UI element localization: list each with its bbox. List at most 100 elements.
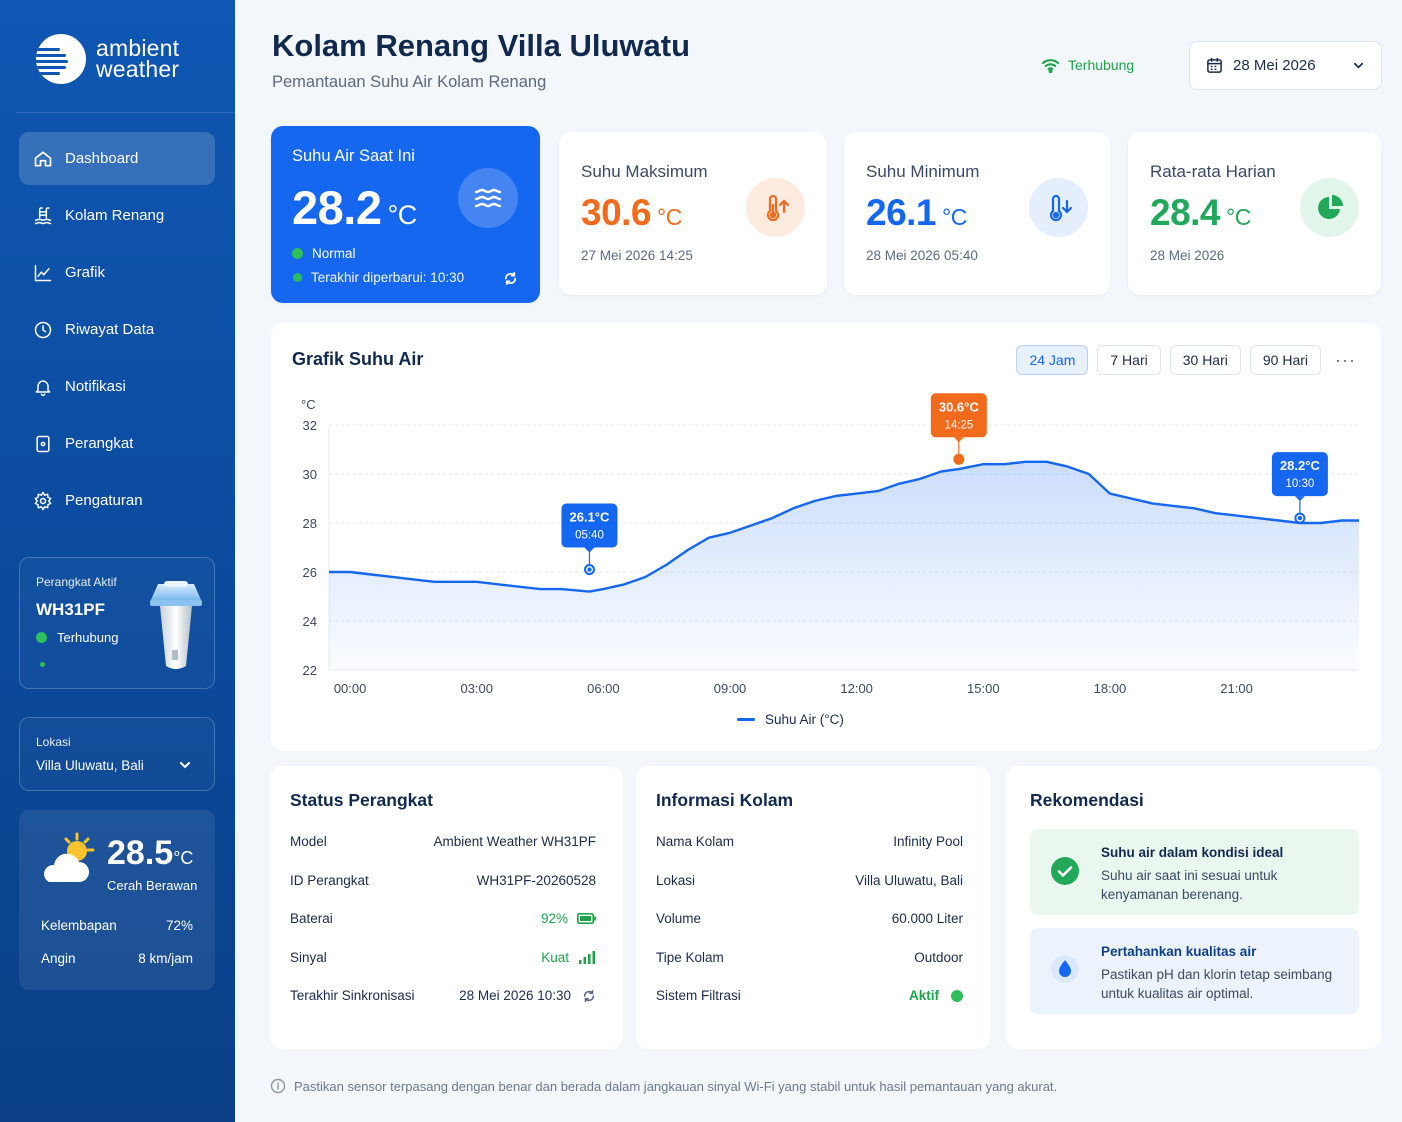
pool-icon	[34, 206, 52, 224]
device-status-panel: Status Perangkat Model Ambient Weather WH…	[270, 766, 623, 1049]
signal-bars-icon	[579, 951, 595, 964]
row-label: Model	[290, 834, 327, 849]
last-sync-value: 28 Mei 2026 10:30	[459, 988, 596, 1003]
sidebar-item-label: Grafik	[65, 264, 106, 281]
annotation-tooltip-arrow	[1294, 496, 1305, 502]
chart-title: Grafik Suhu Air	[292, 349, 424, 369]
weather-condition: Cerah Berawan	[107, 878, 198, 893]
recommendations-panel: Rekomendasi Suhu air dalam kondisi ideal…	[1006, 766, 1381, 1049]
range-7-hari-button[interactable]: 7 Hari	[1097, 345, 1161, 375]
refresh-icon[interactable]	[503, 271, 518, 286]
recommendations-title: Rekomendasi	[1030, 790, 1144, 810]
calendar-icon	[1207, 57, 1222, 73]
brand-logo[interactable]: ambient weather	[36, 34, 179, 84]
thermometer-down-icon	[1049, 194, 1072, 221]
y-tick-label: 26	[303, 565, 317, 580]
last-updated-text: Terakhir diperbarui: 10:30	[311, 270, 465, 285]
wind-label: Angin	[41, 951, 76, 966]
gear-icon	[34, 490, 52, 511]
status-row-model: Model Ambient Weather WH31PF	[290, 834, 596, 849]
min-temp-value: 26.1	[866, 192, 937, 233]
wifi-icon	[1041, 59, 1060, 73]
device-led-icon	[40, 662, 45, 667]
x-tick-label: 12:00	[840, 681, 873, 696]
annotation-tooltip-arrow	[584, 547, 595, 553]
row-value: 60.000 Liter	[891, 911, 963, 926]
range-90-hari-button[interactable]: 90 Hari	[1249, 345, 1322, 375]
avg-temp-label: Rata-rata Harian	[1150, 162, 1276, 181]
recommendation-desc: Suhu air saat ini sesuai untuk kenyamana…	[1101, 868, 1278, 902]
thermometer-up-icon	[766, 194, 789, 221]
humidity-row: Kelembapan 72%	[41, 918, 193, 933]
min-temp-unit: °C	[942, 204, 967, 230]
annotation-time-label: 05:40	[575, 530, 604, 542]
weather-temp-unit: °C	[173, 848, 194, 868]
min-temp-date: 28 Mei 2026 05:40	[866, 248, 978, 263]
status-row-last-sync: Terakhir Sinkronisasi 28 Mei 2026 10:30	[290, 988, 596, 1003]
device-icon	[36, 435, 50, 452]
max-temp-label: Suhu Maksimum	[581, 162, 708, 181]
sidebar-item-perangkat[interactable]: Perangkat	[19, 417, 215, 470]
sidebar: ambient weather Dashboard Kolam Renang G…	[0, 0, 235, 1122]
annotation-value-label: 26.1°C	[570, 510, 611, 525]
chart-legend: Suhu Air (°C)	[737, 712, 844, 727]
y-tick-label: 28	[303, 516, 317, 531]
pool-info-panel: Informasi Kolam Nama Kolam Infinity Pool …	[636, 766, 990, 1049]
more-options-icon[interactable]: ···	[1335, 349, 1356, 370]
range-30-hari-button[interactable]: 30 Hari	[1169, 345, 1241, 375]
legend-line-icon	[737, 718, 755, 721]
max-temp-unit: °C	[657, 204, 682, 230]
sidebar-item-grafik[interactable]: Grafik	[19, 246, 215, 299]
series-area	[329, 461, 1359, 670]
sidebar-item-riwayat-data[interactable]: Riwayat Data	[19, 303, 215, 356]
row-label: Sistem Filtrasi	[656, 988, 741, 1003]
battery-icon	[577, 913, 596, 924]
sidebar-item-label: Riwayat Data	[65, 321, 155, 338]
humidity-label: Kelembapan	[41, 918, 117, 933]
ambient-weather-logo-icon	[36, 34, 86, 84]
sidebar-item-pengaturan[interactable]: Pengaturan	[19, 474, 215, 527]
active-device-card[interactable]: Perangkat Aktif WH31PF Terhubung	[19, 557, 215, 689]
y-tick-label: 24	[303, 614, 317, 629]
footnote-text: Pastikan sensor terpasang dengan benar d…	[294, 1078, 1058, 1094]
date-picker[interactable]: 28 Mei 2026	[1189, 41, 1382, 90]
row-value: Infinity Pool	[893, 834, 963, 849]
chevron-down-icon	[180, 762, 190, 769]
sync-icon[interactable]	[582, 989, 596, 1003]
annotation-tooltip-box	[561, 503, 618, 548]
weather-temp-value: 28.5	[107, 834, 174, 872]
pool-sensor-image	[150, 581, 202, 669]
row-label: Terakhir Sinkronisasi	[290, 988, 415, 1003]
current-temp-status-text: Normal	[312, 246, 356, 261]
location-selector[interactable]: Lokasi Villa Uluwatu, Bali	[19, 717, 215, 791]
pool-row-type: Tipe Kolam Outdoor	[656, 950, 963, 965]
range-24-jam-button[interactable]: 24 Jam	[1016, 345, 1089, 375]
humidity-value: 72%	[165, 918, 193, 933]
status-dot-icon	[293, 273, 302, 282]
home-icon	[34, 151, 52, 166]
annotation-time-label: 10:30	[1286, 478, 1315, 490]
pie-chart-icon-badge	[1300, 178, 1359, 237]
sidebar-item-dashboard[interactable]: Dashboard	[19, 132, 215, 185]
row-label: ID Perangkat	[290, 873, 369, 888]
avg-temp-value-wrap: 28.4 °C	[1150, 192, 1251, 234]
sidebar-item-kolam-renang[interactable]: Kolam Renang	[19, 189, 215, 242]
thermometer-up-icon-badge	[746, 178, 805, 237]
row-value: 28 Mei 2026 10:30	[459, 988, 571, 1003]
max-temperature-card: Suhu Maksimum 30.6 °C 27 Mei 2026 14:25	[559, 132, 827, 295]
row-label: Volume	[656, 911, 702, 926]
row-value: Villa Uluwatu, Bali	[855, 873, 963, 888]
row-value: Outdoor	[914, 950, 963, 965]
battery-status: 92%	[541, 911, 596, 926]
chart-icon	[34, 264, 52, 281]
recommendation-title: Suhu air dalam kondisi ideal	[1101, 845, 1284, 860]
active-dot-icon	[951, 989, 963, 1002]
connection-status-text: Terhubung	[1068, 57, 1135, 73]
legend-label: Suhu Air (°C)	[765, 712, 844, 727]
annotation-point-center	[587, 567, 592, 572]
avg-temp-unit: °C	[1226, 204, 1251, 230]
sidebar-item-notifikasi[interactable]: Notifikasi	[19, 360, 215, 413]
page-subtitle: Pemantauan Suhu Air Kolam Renang	[272, 73, 547, 91]
temperature-chart-card: °C 32 30 28 26 24 22 00:00 03:00 06:00 09:00 12:00 1…	[271, 323, 1381, 751]
annotation-tooltip-arrow	[953, 437, 964, 443]
